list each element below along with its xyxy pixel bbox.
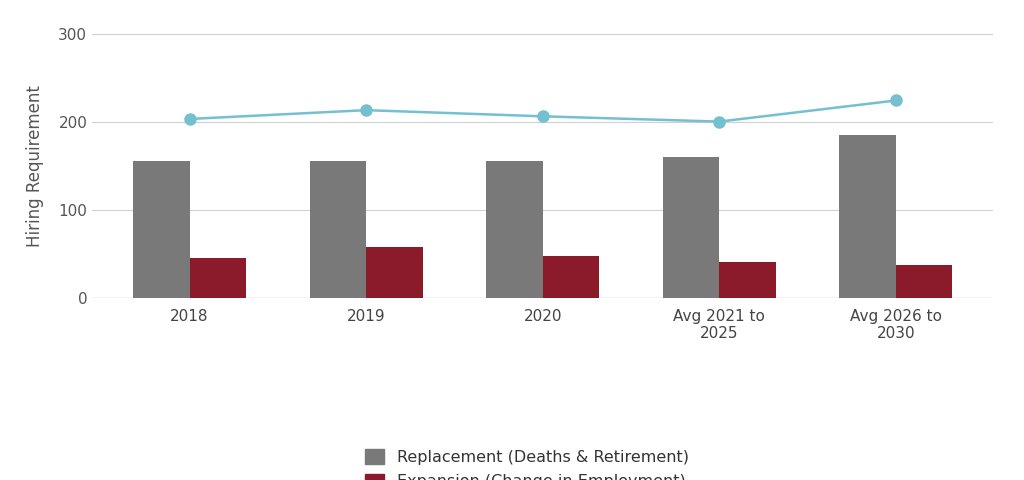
Bar <box>543 256 599 298</box>
Bar <box>840 135 896 298</box>
Bar <box>309 161 367 298</box>
Y-axis label: Hiring Requirement: Hiring Requirement <box>27 84 44 247</box>
Bar <box>896 265 952 298</box>
Bar <box>189 258 246 298</box>
Bar <box>133 161 189 298</box>
Bar <box>486 161 543 298</box>
Bar <box>663 157 719 298</box>
Bar <box>719 263 776 298</box>
Bar <box>367 248 423 298</box>
Legend: Replacement (Deaths & Retirement), Expansion (Change in Employment), Total Hirin: Replacement (Deaths & Retirement), Expan… <box>358 443 727 480</box>
